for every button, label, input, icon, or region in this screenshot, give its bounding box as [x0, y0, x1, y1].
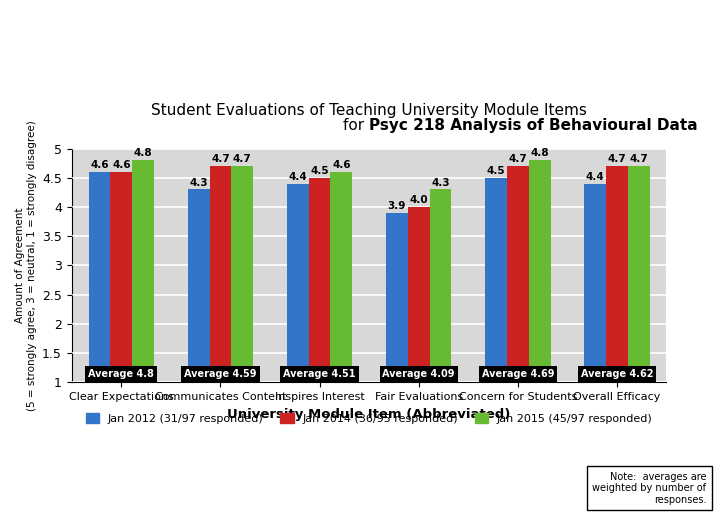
Text: Average 4.69: Average 4.69 — [481, 369, 554, 379]
Bar — [188, 190, 210, 382]
Bar — [309, 178, 331, 382]
Text: 4.6: 4.6 — [332, 160, 351, 170]
Text: Average 4.62: Average 4.62 — [581, 369, 653, 379]
Bar — [430, 190, 451, 382]
Bar — [132, 160, 154, 382]
Bar — [210, 166, 232, 382]
Bar — [89, 172, 111, 382]
Text: 4.4: 4.4 — [288, 172, 307, 182]
Text: 4.3: 4.3 — [431, 178, 450, 187]
Text: 4.3: 4.3 — [189, 178, 208, 187]
Legend: Jan 2012 (31/97 responded), Jan 2014 (36/95 responded), Jan 2015 (45/97 responde: Jan 2012 (31/97 responded), Jan 2014 (36… — [81, 408, 657, 428]
Text: 4.7: 4.7 — [508, 154, 527, 164]
Text: 4.8: 4.8 — [134, 148, 152, 159]
Bar — [287, 183, 309, 382]
Text: Student Evaluations of Teaching University Module Items: Student Evaluations of Teaching Universi… — [151, 103, 587, 118]
Bar — [628, 166, 649, 382]
Text: 3.9: 3.9 — [388, 201, 406, 211]
Y-axis label: Amount of Agreement
(5 = strongly agree, 3 = neutral, 1 = strongly disagree): Amount of Agreement (5 = strongly agree,… — [15, 120, 36, 411]
Text: 4.0: 4.0 — [409, 195, 428, 205]
Bar — [111, 172, 132, 382]
Text: 4.5: 4.5 — [310, 166, 329, 176]
Bar — [408, 207, 430, 382]
Text: 4.7: 4.7 — [233, 154, 252, 164]
Text: 4.4: 4.4 — [586, 172, 604, 182]
X-axis label: University Module Item (Abbreviated): University Module Item (Abbreviated) — [227, 407, 511, 421]
Text: Note:  averages are
weighted by number of
responses.: Note: averages are weighted by number of… — [592, 472, 706, 505]
Bar — [485, 178, 507, 382]
Bar — [584, 183, 606, 382]
Text: 4.8: 4.8 — [530, 148, 549, 159]
Text: Average 4.59: Average 4.59 — [184, 369, 257, 379]
Text: Average 4.51: Average 4.51 — [283, 369, 356, 379]
Text: Average 4.8: Average 4.8 — [88, 369, 154, 379]
Text: 4.7: 4.7 — [629, 154, 648, 164]
Bar — [507, 166, 529, 382]
Text: 4.5: 4.5 — [487, 166, 505, 176]
Text: Psyc 218 Analysis of Behavioural Data: Psyc 218 Analysis of Behavioural Data — [369, 118, 697, 133]
Bar — [529, 160, 550, 382]
Text: for: for — [343, 118, 369, 133]
Text: 4.7: 4.7 — [211, 154, 230, 164]
Bar — [232, 166, 253, 382]
Text: 4.6: 4.6 — [112, 160, 130, 170]
Bar — [606, 166, 628, 382]
Bar — [331, 172, 352, 382]
Bar — [386, 213, 408, 382]
Text: 4.7: 4.7 — [608, 154, 626, 164]
Text: 4.6: 4.6 — [90, 160, 108, 170]
Text: Average 4.09: Average 4.09 — [382, 369, 455, 379]
